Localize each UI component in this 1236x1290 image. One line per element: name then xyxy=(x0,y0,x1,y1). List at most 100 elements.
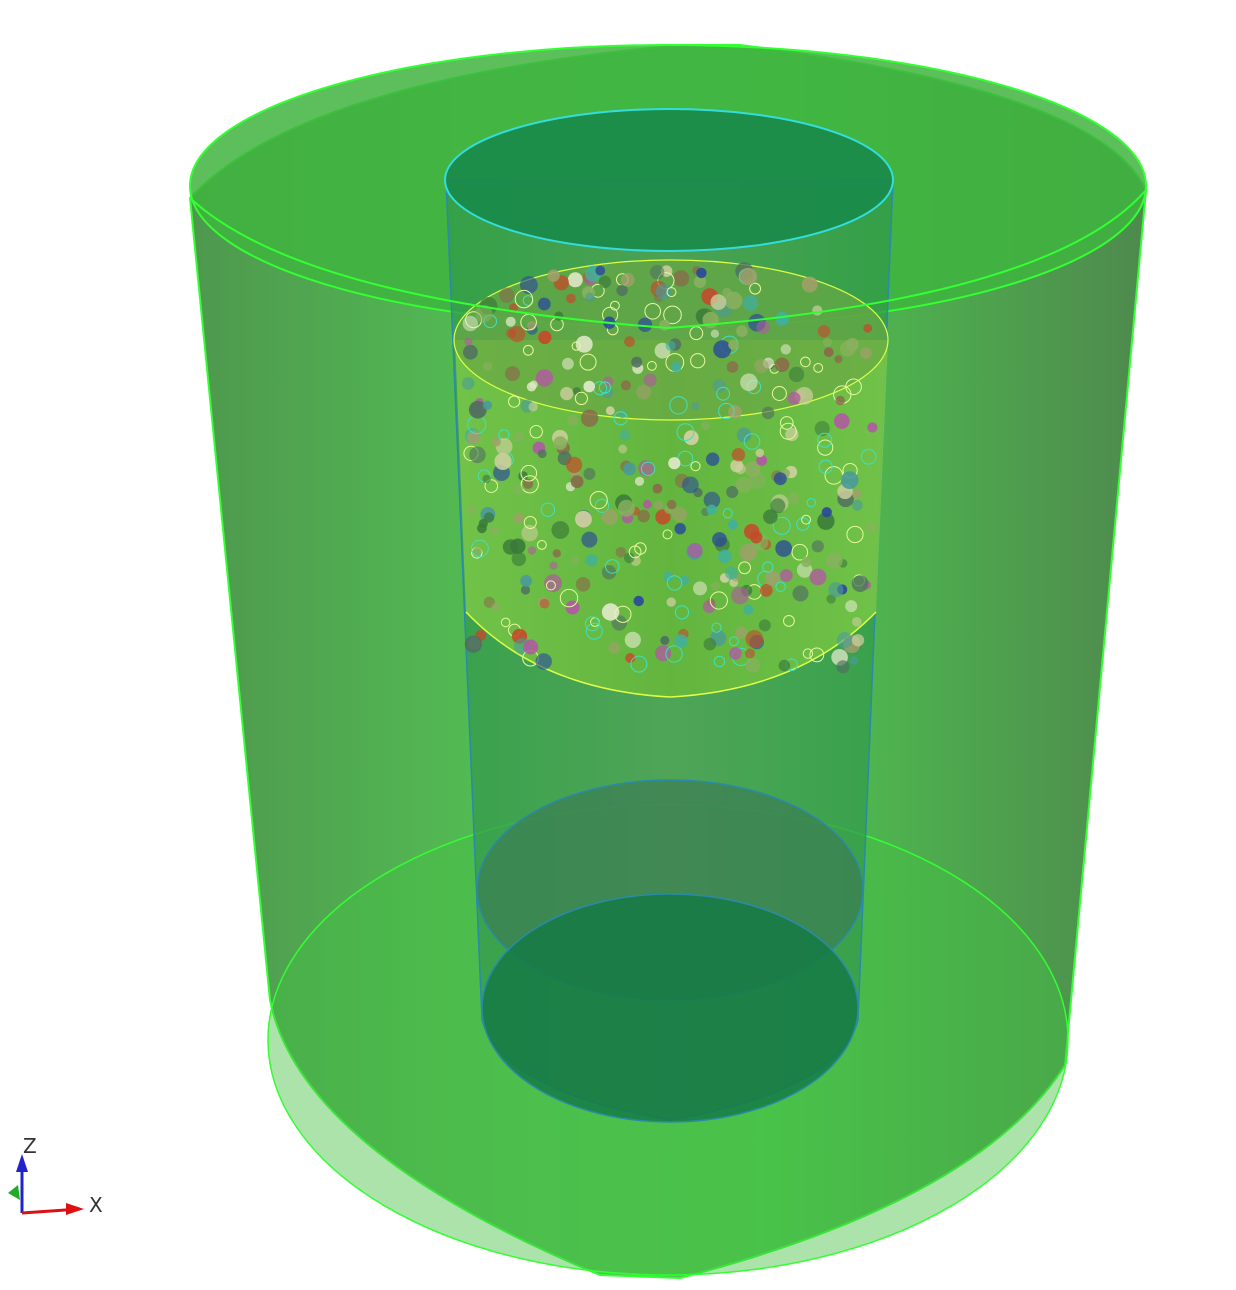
particle xyxy=(520,276,538,294)
particle xyxy=(860,449,877,465)
particle xyxy=(703,637,717,651)
particle xyxy=(828,582,844,598)
particle xyxy=(494,452,512,470)
particle xyxy=(527,546,537,555)
particle xyxy=(491,437,501,447)
particle xyxy=(520,475,539,494)
particle xyxy=(662,529,673,540)
particle xyxy=(778,659,791,672)
particle xyxy=(547,269,560,282)
particle xyxy=(817,439,834,456)
particle xyxy=(691,402,700,411)
particle xyxy=(625,653,636,663)
particle xyxy=(631,356,643,368)
particle xyxy=(840,471,859,490)
particle xyxy=(836,632,853,649)
particle xyxy=(770,498,786,514)
particle xyxy=(580,409,599,427)
particle xyxy=(523,478,534,489)
particle xyxy=(585,622,603,640)
particle xyxy=(821,507,832,518)
particle xyxy=(464,337,473,346)
particle xyxy=(852,499,863,511)
particle xyxy=(552,549,561,558)
outer-cylinder-top-front-edge xyxy=(189,189,1147,330)
particle xyxy=(710,294,727,310)
particle xyxy=(716,386,730,401)
particle xyxy=(510,538,526,554)
particle xyxy=(624,631,641,649)
particle xyxy=(478,518,488,529)
particle xyxy=(801,276,818,293)
x-axis-label: X xyxy=(89,1193,103,1217)
particle xyxy=(756,454,768,466)
particle xyxy=(640,461,656,476)
particle xyxy=(520,585,531,595)
particle xyxy=(846,525,864,544)
particle xyxy=(800,356,811,368)
particle xyxy=(650,265,665,280)
particle xyxy=(634,476,645,486)
particle xyxy=(624,552,635,564)
particle xyxy=(514,289,534,309)
particle xyxy=(735,626,748,639)
particle xyxy=(801,557,812,568)
particle xyxy=(520,464,538,482)
particle xyxy=(575,510,592,528)
particle xyxy=(743,433,761,450)
particle xyxy=(545,580,556,591)
particle xyxy=(671,506,688,522)
particle xyxy=(775,581,786,592)
particle xyxy=(461,377,475,390)
particle xyxy=(845,338,859,351)
particle xyxy=(523,516,537,529)
particle xyxy=(674,605,690,620)
particle xyxy=(551,521,570,539)
particle xyxy=(812,305,823,316)
particle xyxy=(722,287,732,298)
particle xyxy=(817,325,831,338)
particle xyxy=(505,366,520,382)
particle xyxy=(672,270,690,287)
particle xyxy=(537,540,547,550)
particle xyxy=(537,449,547,459)
particle xyxy=(851,634,865,647)
particle xyxy=(836,660,850,674)
particle xyxy=(701,421,711,431)
particle xyxy=(690,353,706,369)
particle xyxy=(728,519,738,530)
particle xyxy=(851,575,869,592)
particle xyxy=(709,591,728,610)
particle xyxy=(693,581,707,596)
particle xyxy=(529,380,538,389)
particle xyxy=(605,406,615,416)
particle xyxy=(540,502,556,517)
particle xyxy=(775,311,789,326)
particle xyxy=(666,597,676,607)
particle xyxy=(655,284,672,300)
particle-bed-body[interactable] xyxy=(455,340,888,697)
particle xyxy=(711,622,722,633)
particle xyxy=(806,497,816,508)
particle xyxy=(785,427,799,442)
particle xyxy=(744,523,760,540)
particle xyxy=(523,639,539,655)
particle xyxy=(513,484,523,495)
particle xyxy=(613,411,628,426)
particle xyxy=(834,413,850,429)
particle xyxy=(780,416,794,430)
particle xyxy=(670,361,682,373)
particle xyxy=(706,504,717,515)
particle xyxy=(601,603,620,621)
particle xyxy=(598,275,612,289)
particle xyxy=(466,430,481,445)
particle xyxy=(539,598,550,609)
particle xyxy=(507,395,521,408)
particle xyxy=(529,425,543,439)
particle xyxy=(513,512,525,524)
particle xyxy=(817,432,833,448)
particle xyxy=(729,636,739,647)
particle xyxy=(584,616,600,632)
